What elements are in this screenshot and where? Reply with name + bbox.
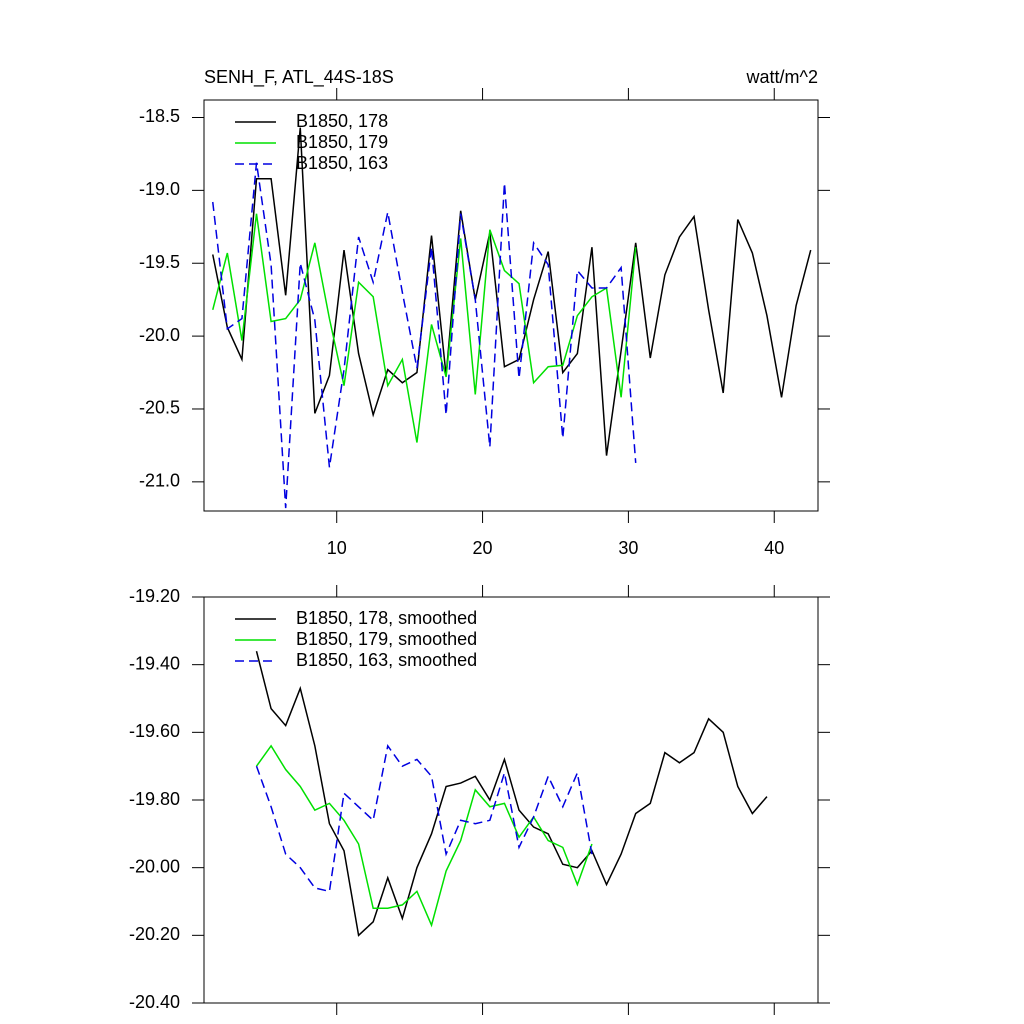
x-tick-label: 10	[327, 538, 347, 558]
series-line	[212, 127, 812, 456]
series-line	[255, 744, 593, 928]
x-tick-label: 40	[764, 538, 784, 558]
y-tick-label: -20.5	[139, 398, 180, 418]
y-tick-label: -20.40	[129, 992, 180, 1012]
y-tick-label: -19.5	[139, 252, 180, 272]
y-tick-label: -20.0	[139, 325, 180, 345]
legend-label: B1850, 178, smoothed	[296, 608, 477, 628]
x-tick-label: 30	[618, 538, 638, 558]
legend-label: B1850, 179, smoothed	[296, 629, 477, 649]
series-line	[212, 162, 637, 509]
y-tick-label: -20.00	[129, 856, 180, 876]
legend-label: B1850, 178	[296, 111, 388, 131]
y-tick-label: -19.80	[129, 789, 180, 809]
y-tick-label: -19.60	[129, 721, 180, 741]
y-tick-label: -18.5	[139, 106, 180, 126]
series-line	[255, 650, 768, 937]
x-tick-label: 20	[473, 538, 493, 558]
y-tick-label: -19.40	[129, 653, 180, 673]
series-line	[255, 744, 593, 893]
series-line	[212, 213, 637, 443]
legend-label: B1850, 163, smoothed	[296, 650, 477, 670]
plot-frame	[203, 99, 819, 512]
chart-title: SENH_F, ATL_44S-18S	[204, 67, 394, 88]
legend-label: B1850, 163	[296, 153, 388, 173]
y-tick-label: -20.20	[129, 924, 180, 944]
units-label: watt/m^2	[746, 67, 818, 87]
y-tick-label: -21.0	[139, 471, 180, 491]
y-tick-label: -19.0	[139, 179, 180, 199]
y-tick-label: -19.20	[129, 586, 180, 606]
legend-label: B1850, 179	[296, 132, 388, 152]
